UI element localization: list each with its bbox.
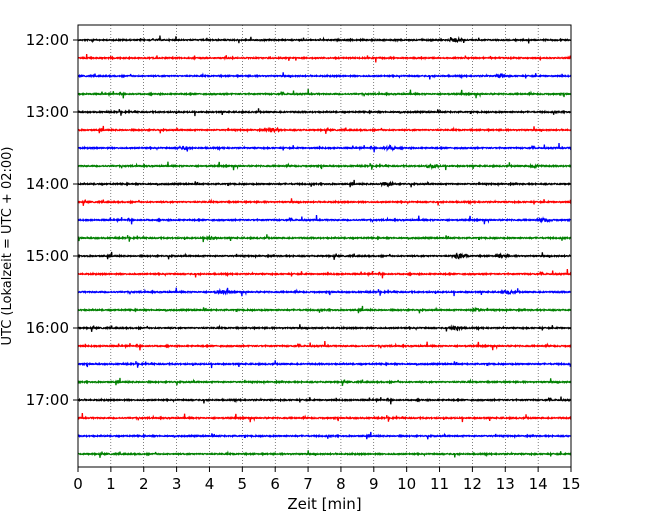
trace-line [77,251,572,260]
trace-line [77,143,572,153]
y-axis-ticks: 12:00 13:00 14:00 15:00 16:00 17:00 [26,31,78,409]
trace-line [77,431,572,440]
trace-line [77,396,572,405]
trace-line [77,125,572,134]
x-tick-label: 9 [369,475,379,493]
y-tick-label: 15:00 [26,247,69,265]
x-tick-label: 2 [139,475,149,493]
x-tick-label: 3 [172,475,182,493]
y-axis-label: UTC (Lokalzeit = UTC + 02:00) [0,147,15,346]
x-tick-label: 11 [430,475,449,493]
x-tick-label: 15 [561,475,580,493]
x-tick-label: 13 [496,475,515,493]
trace-line [77,72,572,80]
x-tick-label: 10 [397,475,416,493]
trace-line [77,377,572,386]
x-axis-label: Zeit [min] [287,495,361,513]
trace-line [77,305,572,314]
trace-line [77,450,572,458]
x-tick-label: 12 [463,475,482,493]
x-tick-label: 14 [529,475,548,493]
trace-line [77,360,572,369]
y-tick-label: 17:00 [26,391,69,409]
x-tick-label: 7 [303,475,313,493]
y-tick-label: 16:00 [26,319,69,337]
trace-line [77,35,572,44]
trace-line [77,89,572,99]
x-tick-label: 4 [205,475,215,493]
x-tick-label: 8 [336,475,346,493]
trace-line [77,161,572,171]
y-tick-label: 13:00 [26,103,69,121]
y-tick-label: 12:00 [26,31,69,49]
x-tick-label: 5 [238,475,248,493]
x-tick-label: 1 [106,475,116,493]
x-tick-label: 0 [73,475,83,493]
trace-line [77,179,572,188]
y-tick-label: 14:00 [26,175,69,193]
x-axis-ticks: 0 1 2 3 4 5 6 7 8 9 10 11 12 13 14 15 [73,467,581,493]
trace-line [77,198,572,206]
trace-line [77,215,572,225]
trace-line [77,324,572,332]
plot-frame [77,24,572,468]
trace-line [77,269,572,279]
trace-line [77,413,572,423]
traces [77,35,572,458]
trace-line [77,54,572,63]
trace-line [77,234,572,243]
trace-line [77,287,572,297]
x-tick-label: 6 [270,475,280,493]
trace-line [77,108,572,117]
trace-line [77,341,572,351]
